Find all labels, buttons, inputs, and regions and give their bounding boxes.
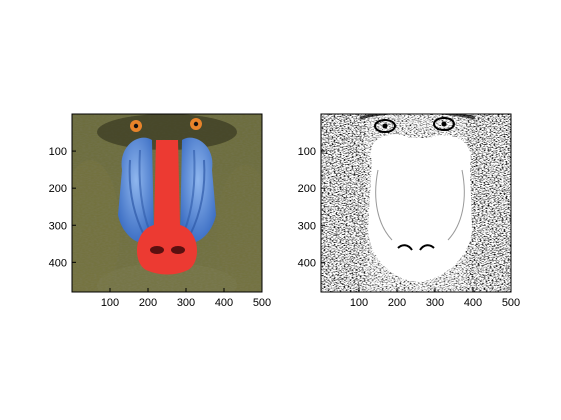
y-tick-label: 200 xyxy=(298,183,316,195)
x-tick-label: 200 xyxy=(139,297,157,309)
x-tick-label: 400 xyxy=(215,297,233,309)
x-tick-label: 400 xyxy=(464,297,482,309)
x-tick-label: 300 xyxy=(177,297,195,309)
y-tick-label: 100 xyxy=(49,146,67,158)
color-image-axes: 100 200 300 400 500 100 200 300 400 xyxy=(49,113,271,309)
y-tick-label: 300 xyxy=(49,220,67,232)
x-tick-label: 100 xyxy=(350,297,368,309)
color-mandrill-image xyxy=(72,114,262,292)
binary-mandrill-image xyxy=(321,114,511,292)
y-tick-label: 400 xyxy=(49,257,67,269)
binary-image-axes: 100 200 300 400 500 100 200 300 400 xyxy=(298,113,520,309)
y-tick-label: 100 xyxy=(298,146,316,158)
y-tick-label: 300 xyxy=(298,220,316,232)
x-tick-label: 500 xyxy=(502,297,520,309)
y-tick-label: 400 xyxy=(298,257,316,269)
x-tick-label: 300 xyxy=(426,297,444,309)
x-tick-label: 100 xyxy=(101,297,119,309)
x-tick-label: 200 xyxy=(388,297,406,309)
x-tick-label: 500 xyxy=(253,297,271,309)
y-tick-label: 200 xyxy=(49,183,67,195)
